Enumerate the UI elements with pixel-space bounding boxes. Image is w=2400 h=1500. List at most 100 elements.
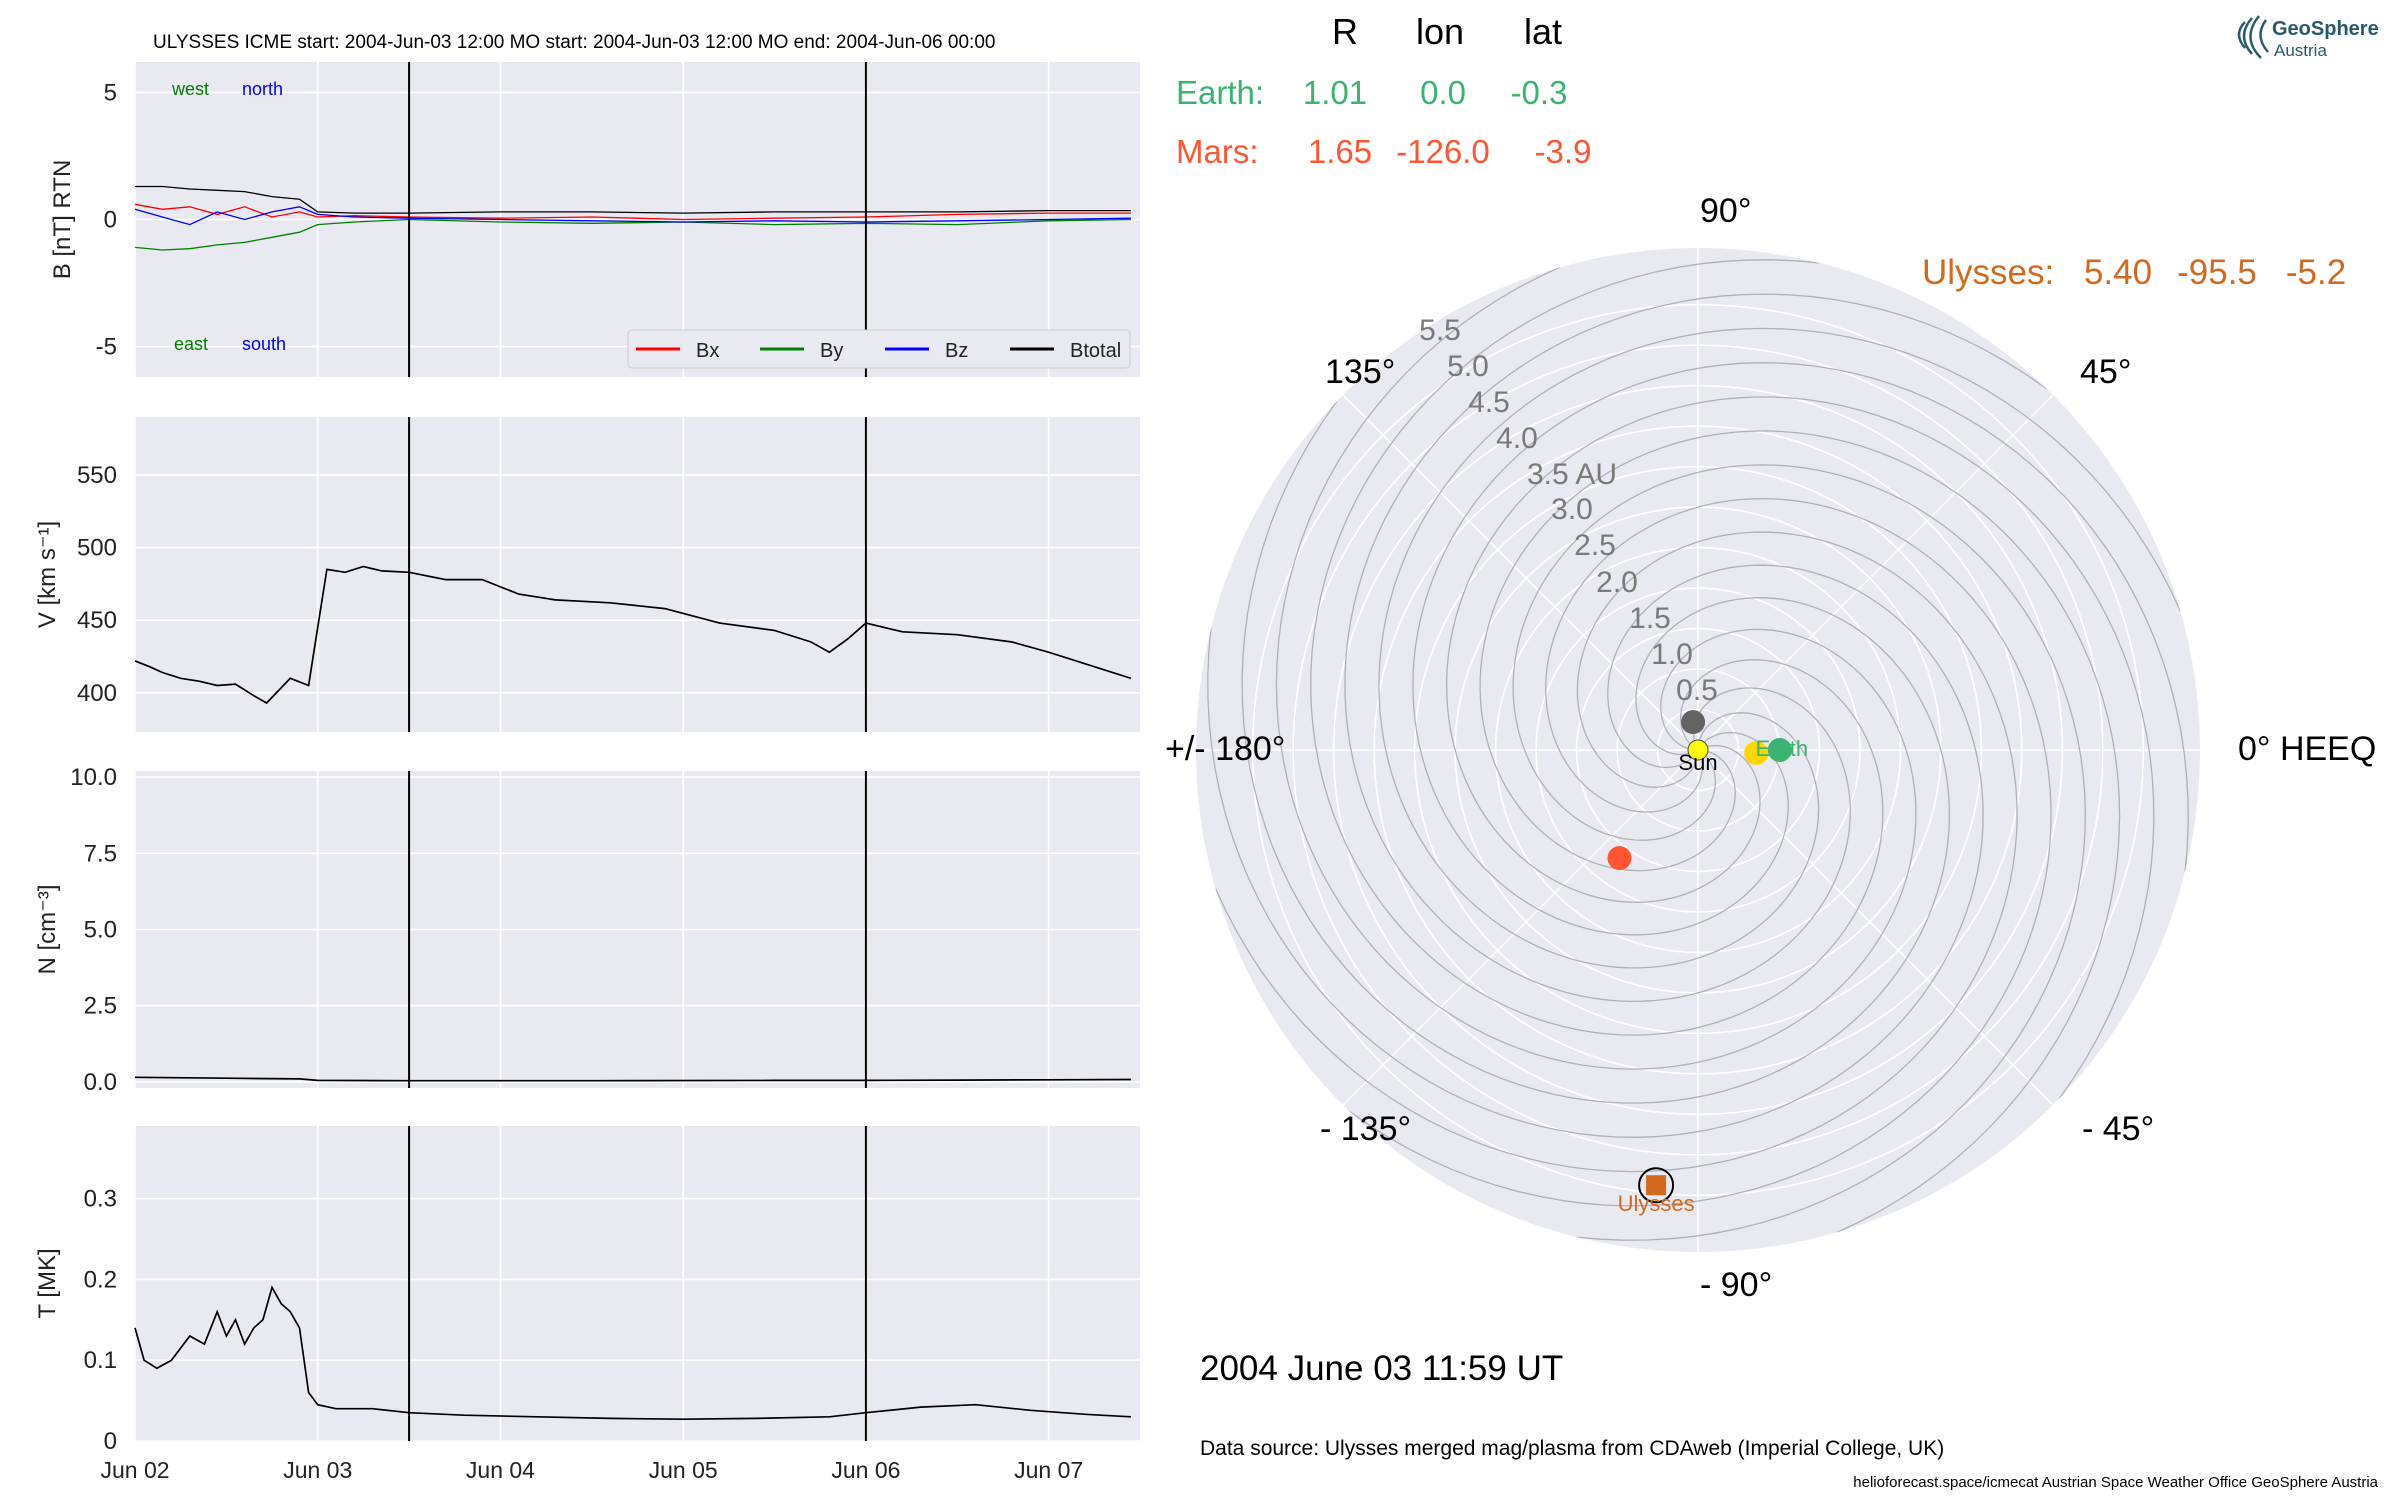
ulysses-marker (1646, 1175, 1667, 1196)
mercury-marker (1681, 710, 1706, 735)
legend-box (627, 329, 1131, 369)
radial-tick-label: 0.5 (1676, 674, 1718, 707)
earth-row-lat: -0.3 (1511, 74, 1568, 111)
parker-spiral (1348, 497, 2052, 1207)
series-bz (134, 206, 1131, 226)
parker-spiral (1445, 396, 2155, 1100)
series-n (134, 1076, 1131, 1082)
logo-sub: Austria (2274, 41, 2327, 60)
ulysses-ring (1638, 1167, 1675, 1204)
ulysses-row-r: 5.40 (2084, 253, 2152, 292)
parker-spiral (1512, 464, 2086, 1241)
panel-speed: 550 500 450 400 V [km s⁻¹] (34, 417, 1140, 732)
y-tick-label: 500 (77, 535, 117, 562)
y-tick-label: 5.0 (84, 917, 117, 944)
y-tick-label: 450 (77, 607, 117, 634)
legend-label-bz: Bz (945, 340, 968, 362)
y-axis-label: V [km s⁻¹] (34, 521, 61, 628)
angle-tick-label: 135° (1325, 353, 1395, 391)
series-btotal (135, 185, 1131, 214)
parker-spiral (1344, 293, 2048, 1003)
radial-tick-label: 4.0 (1496, 422, 1538, 455)
radial-tick-label: 4.5 (1468, 386, 1510, 419)
earth-row-name: Earth: (1176, 74, 1264, 111)
sun-marker (1687, 739, 1709, 761)
radial-tick-label: 3.0 (1551, 493, 1593, 526)
panel-temperature: 0.3 0.2 0.1 0 T [MK] (34, 1126, 1140, 1455)
x-tick-label: Jun 02 (100, 1457, 169, 1483)
y-tick-label: 2.5 (84, 993, 117, 1020)
sun-label: Sun (1678, 750, 1717, 775)
parker-spiral (1479, 430, 2121, 1234)
direction-label-north: north (242, 79, 283, 99)
angular-gridline (1342, 749, 1699, 1106)
series-by (134, 218, 1131, 251)
earth-row-lon: 0.0 (1420, 74, 1466, 111)
radial-tick-label: 3.5 AU (1527, 458, 1617, 491)
table-header-r: R (1332, 11, 1358, 52)
y-tick-label: 0.3 (84, 1186, 117, 1213)
position-table: R lon lat Earth: 1.01 0.0 -0.3 Mars: 1.6… (1176, 11, 2346, 292)
y-tick-label: 0.0 (84, 1069, 117, 1096)
y-tick-label: 7.5 (84, 840, 117, 867)
legend-label-btotal: Btotal (1070, 340, 1121, 362)
panel-mag: 5 0 -5 B [nT] RTN west north east south Bx By Bz Bt… (49, 62, 1140, 377)
polar-plot: 0.51.01.52.0 2.53.03.5 AU4.04.55.05.5 0° H… (1165, 192, 2376, 1304)
mars-row-lon: -126.0 (1396, 133, 1490, 170)
plot-area (135, 417, 1140, 732)
event-header: ULYSSES ICME start: 2004-Jun-03 12:00 MO… (153, 32, 995, 53)
legend-label-by: By (820, 340, 843, 362)
parker-spiral (1241, 400, 1951, 1104)
angle-tick-label: - 90° (1700, 1266, 1772, 1304)
y-tick-label: 0 (104, 207, 117, 234)
y-tick-label: -5 (96, 334, 117, 361)
venus-marker (1744, 741, 1769, 766)
plot-area (135, 1126, 1140, 1441)
angle-tick-label: +/- 180° (1165, 730, 1285, 768)
series-bx (134, 203, 1131, 221)
angular-gridline (1697, 749, 2054, 1106)
y-axis-label: T [MK] (34, 1248, 61, 1318)
parker-spiral (1412, 362, 2189, 936)
radial-tick-label: 2.5 (1574, 529, 1616, 562)
legend: Bx By Bz Btotal (627, 329, 1131, 369)
radial-tick-label: 5.5 (1419, 314, 1461, 347)
angle-tick-label: 45° (2080, 353, 2131, 391)
earth-label: Earth (1755, 736, 1808, 761)
parker-spiral (1214, 531, 2018, 1173)
angle-tick-label: - 135° (1320, 1110, 1411, 1148)
table-header-lon: lon (1416, 11, 1464, 52)
y-tick-label: 5 (104, 79, 117, 106)
y-axis-label: N [cm⁻³] (34, 885, 61, 975)
x-tick-label: Jun 04 (466, 1457, 535, 1483)
parker-spiral (1310, 259, 1884, 1036)
series-v (134, 565, 1132, 705)
panel-density: 10.0 7.5 5.0 2.5 0.0 N [cm⁻³] (34, 764, 1140, 1096)
x-tick-label: Jun 06 (831, 1457, 900, 1483)
mars-row-name: Mars: (1176, 133, 1259, 170)
earth-row-r: 1.01 (1303, 74, 1367, 111)
logo-name: GeoSphere (2272, 18, 2379, 40)
y-tick-label: 400 (77, 680, 117, 707)
angular-gridline (1697, 394, 2054, 751)
timeseries-panels: 5 0 -5 B [nT] RTN west north east south Bx By Bz Bt… (34, 62, 1140, 1483)
radial-tick-label: 2.0 (1596, 566, 1638, 599)
y-tick-label: 10.0 (70, 764, 117, 791)
earth-marker (1767, 738, 1792, 762)
parker-spiral (1378, 327, 2182, 969)
date-label: 2004 June 03 11:59 UT (1200, 1349, 1563, 1388)
series-t (134, 1285, 1131, 1421)
mars-row-lat: -3.9 (1535, 133, 1592, 170)
direction-label-west: west (171, 79, 209, 99)
radial-tick-label: 5.0 (1447, 350, 1489, 383)
ulysses-row-name: Ulysses: (1922, 253, 2054, 292)
angle-tick-label: 90° (1700, 192, 1751, 230)
parker-spiral (1207, 564, 1984, 1138)
ulysses-label: Ulysses (1618, 1191, 1695, 1216)
table-header-lat: lat (1524, 11, 1562, 52)
x-tick-label: Jun 05 (649, 1457, 718, 1483)
source-label: Data source: Ulysses merged mag/plasma f… (1200, 1437, 1944, 1460)
angular-gridline (1342, 394, 1699, 751)
geosphere-logo: GeoSphere Austria (2237, 15, 2379, 60)
